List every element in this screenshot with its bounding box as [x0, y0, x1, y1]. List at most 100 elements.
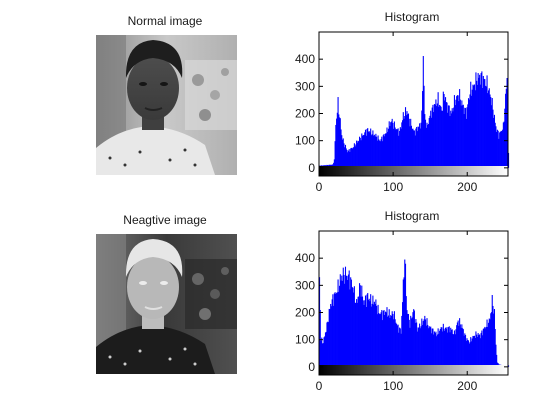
histogram-bar — [437, 328, 439, 367]
histogram-bar — [435, 331, 437, 367]
histogram-bar — [370, 128, 372, 168]
histogram-bar — [508, 152, 510, 168]
histogram-bar — [343, 274, 345, 367]
histogram-bar — [322, 343, 324, 367]
histogram-bar — [379, 314, 381, 367]
histogram-bar — [382, 135, 384, 168]
histogram-bar — [474, 90, 476, 168]
histogram-bar — [433, 334, 435, 367]
histogram-bar — [356, 299, 358, 367]
histogram-bar — [362, 300, 364, 367]
normal-image-title: Normal image — [128, 14, 203, 28]
histogram-bar — [361, 135, 364, 168]
histogram-bar — [425, 127, 427, 168]
histogram-bar — [464, 107, 466, 168]
histogram-bar — [407, 313, 409, 367]
histogram-bar — [337, 97, 339, 168]
histogram-bar — [427, 124, 430, 168]
histogram-bar — [467, 98, 470, 168]
histogram-bar — [349, 289, 351, 367]
histogram-bar — [355, 144, 357, 168]
histogram-bar — [471, 89, 473, 168]
histogram-bar — [414, 135, 416, 168]
histogram-bar — [476, 334, 478, 367]
histogram-bar — [361, 296, 364, 367]
histogram-bar — [449, 116, 451, 168]
histogram-bar — [342, 138, 344, 168]
histogram-bar — [346, 149, 348, 168]
histogram-bar — [403, 118, 405, 168]
histogram-bar — [344, 144, 347, 168]
histogram-bar — [384, 136, 386, 168]
histogram-bar — [488, 88, 490, 168]
histogram-bar — [468, 343, 470, 367]
histogram-bar — [417, 327, 419, 367]
histogram-bar — [402, 112, 404, 168]
histogram-bar — [394, 319, 396, 367]
histogram-bar — [469, 94, 471, 168]
histogram-bar — [402, 302, 404, 367]
histogram-bar — [484, 79, 486, 168]
histogram-bar — [433, 331, 435, 367]
histogram-bar — [408, 118, 410, 168]
histogram-bar — [354, 302, 356, 367]
histogram-bar — [363, 304, 365, 367]
histogram-bar — [453, 95, 455, 168]
histogram-bar — [393, 128, 395, 168]
histogram-bar — [476, 336, 478, 367]
histogram-bar — [464, 333, 466, 367]
histogram-bar — [408, 319, 410, 367]
histogram-bar — [382, 141, 384, 168]
histogram-bar — [486, 319, 488, 367]
histogram-bar — [340, 129, 342, 168]
histogram-bar — [497, 130, 499, 168]
histogram-bar — [504, 108, 506, 168]
histogram-bar — [470, 95, 473, 168]
histogram-bar — [435, 99, 437, 168]
histogram-bar — [347, 274, 349, 367]
histogram-bar — [350, 148, 352, 168]
histogram-bar — [396, 129, 398, 168]
histogram-bar — [336, 292, 338, 367]
histogram-bar — [405, 296, 407, 367]
y-tick-label: 100 — [295, 333, 315, 347]
histogram-bar — [438, 333, 440, 367]
histogram-bar — [451, 329, 453, 367]
histogram-bar — [329, 309, 331, 367]
histogram-bar — [500, 130, 502, 168]
histogram-bar — [468, 99, 470, 168]
histogram-bar — [389, 317, 391, 367]
histogram-bar — [341, 139, 344, 168]
histogram-bar — [377, 304, 379, 367]
histogram-bar — [369, 132, 371, 168]
histogram-bar — [462, 328, 464, 367]
histogram-bar — [428, 326, 430, 367]
histogram-bar — [459, 99, 461, 168]
histogram-bar — [482, 335, 484, 367]
histogram-bar — [456, 322, 458, 367]
histogram-bar — [491, 98, 493, 168]
histogram-bar — [362, 135, 364, 168]
histogram-bar — [465, 340, 467, 367]
histogram-bar — [359, 283, 361, 367]
histogram-bar — [380, 312, 382, 367]
histogram-bar — [411, 317, 413, 367]
histogram-bar — [450, 329, 453, 367]
histogram-bar — [366, 294, 368, 367]
normal-image — [96, 35, 237, 175]
histogram-bar — [481, 71, 483, 168]
histogram-bar — [382, 320, 384, 367]
histogram-bar — [449, 332, 451, 367]
histogram-bar — [496, 129, 498, 168]
histogram-bar — [499, 131, 501, 168]
histogram-bar — [455, 99, 457, 168]
histogram-bar — [473, 335, 475, 367]
histogram-bar — [491, 295, 493, 367]
histogram-bar — [418, 127, 420, 168]
histogram-bar — [401, 315, 403, 367]
histogram-bar — [382, 310, 384, 367]
y-tick-label: 300 — [295, 79, 315, 93]
histogram-bar — [445, 97, 447, 168]
histogram-bar — [478, 335, 480, 367]
histogram-bar — [431, 107, 433, 168]
